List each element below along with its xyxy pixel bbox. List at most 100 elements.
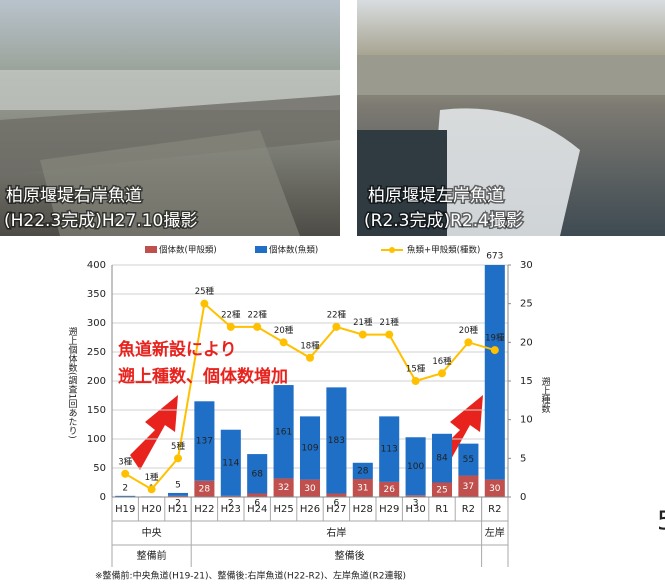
bar xyxy=(220,429,241,496)
line-marker xyxy=(253,322,262,331)
y2-tick-label: 15 xyxy=(520,376,533,387)
photo-caption: (R2.3完成)R2.4撮影 xyxy=(364,211,523,231)
bar xyxy=(194,401,215,481)
phase-label: 整備前 xyxy=(137,549,167,562)
y-tick-label: 150 xyxy=(87,405,106,416)
photo-caption: (H22.3完成)H27.10撮影 xyxy=(4,211,197,231)
y-tick-label: 0 xyxy=(100,492,106,503)
x-tick-label: H28 xyxy=(353,504,373,515)
legend-label: 個体数(魚類) xyxy=(269,245,318,256)
data-label: 137 xyxy=(196,437,213,447)
data-label: 109 xyxy=(301,443,318,453)
data-label: 16種 xyxy=(432,356,452,367)
x-tick-label: H24 xyxy=(247,504,267,515)
y-tick-label: 400 xyxy=(87,260,106,271)
y2-tick-label: 30 xyxy=(520,260,533,271)
data-label: 28 xyxy=(357,466,369,476)
line-marker xyxy=(174,454,182,463)
bar xyxy=(167,492,189,496)
x-tick-label: H26 xyxy=(300,504,320,515)
bar xyxy=(484,479,505,497)
x-tick-label: H21 xyxy=(168,504,188,515)
data-label: 161 xyxy=(275,427,292,437)
bar xyxy=(458,475,479,497)
line-marker xyxy=(279,338,288,347)
legend-swatch xyxy=(389,247,395,253)
line-marker xyxy=(385,330,394,339)
y-tick-label: 350 xyxy=(87,289,106,300)
line-marker xyxy=(438,369,446,378)
x-tick-label: H20 xyxy=(141,504,161,515)
line-marker xyxy=(464,338,473,347)
data-label: 2 xyxy=(175,499,181,509)
bar xyxy=(247,454,268,494)
data-label: 18種 xyxy=(300,340,320,351)
bar xyxy=(247,493,268,497)
data-label: 22種 xyxy=(221,309,241,320)
bar xyxy=(458,443,479,476)
data-label: 26 xyxy=(383,485,395,495)
bar xyxy=(299,416,321,480)
x-tick-label: H22 xyxy=(194,504,214,515)
photo-caption: 柏原堰堤左岸魚道 xyxy=(368,186,504,206)
line-marker xyxy=(147,485,156,494)
y2-axis-title: 遡上種数 xyxy=(540,376,551,414)
data-label: 22種 xyxy=(248,309,268,320)
y2-tick-label: 0 xyxy=(520,492,526,503)
bar xyxy=(431,433,453,483)
line-marker xyxy=(200,299,209,308)
x-tick-label: R2 xyxy=(488,504,501,515)
data-label: 1種 xyxy=(145,472,159,483)
x-tick-label: R2 xyxy=(462,504,475,515)
bar xyxy=(220,495,241,497)
bar xyxy=(326,493,347,497)
data-label: 21種 xyxy=(353,317,373,328)
bar xyxy=(326,387,347,494)
data-label: 30 xyxy=(304,484,316,494)
data-label: 22種 xyxy=(327,309,347,320)
x-tick-label: H29 xyxy=(379,504,399,515)
annotation: 遡上種数、個体数増加 xyxy=(118,366,288,387)
data-label: 183 xyxy=(328,436,345,446)
data-label: 2 xyxy=(122,483,128,493)
group-label: 左岸 xyxy=(485,526,505,539)
annotation: 魚道新設により xyxy=(118,339,237,360)
data-label: 100 xyxy=(407,462,424,472)
y-tick-label: 100 xyxy=(87,434,106,445)
x-tick-label: H25 xyxy=(273,504,293,515)
bar xyxy=(273,478,294,497)
data-label: 3 xyxy=(413,499,419,509)
data-label: 20種 xyxy=(459,325,479,336)
data-label: 84 xyxy=(436,454,448,464)
line-marker xyxy=(121,469,130,478)
data-label: 28 xyxy=(199,484,211,494)
y2-tick-label: 25 xyxy=(520,299,533,310)
data-label: 673 xyxy=(486,252,503,262)
bar xyxy=(379,416,400,482)
y2-tick-label: 5 xyxy=(520,453,526,464)
bar xyxy=(273,385,294,479)
line-marker xyxy=(411,377,420,385)
bar xyxy=(115,495,136,497)
x-tick-label: R1 xyxy=(435,504,448,515)
group-label: 中央 xyxy=(142,526,162,539)
data-label: 37 xyxy=(463,482,474,492)
data-label: 30 xyxy=(489,484,501,494)
data-label: 2 xyxy=(228,499,234,509)
data-label: 5種 xyxy=(171,441,185,452)
photo-right xyxy=(357,0,665,236)
x-tick-label: H23 xyxy=(221,504,241,515)
legend-swatch xyxy=(145,246,157,253)
line-marker xyxy=(358,330,367,339)
line-marker xyxy=(490,346,499,355)
legend-label: 個体数(甲殻類) xyxy=(159,245,217,256)
y-tick-label: 250 xyxy=(87,347,106,358)
x-tick-label: H19 xyxy=(115,504,135,515)
data-label: 25種 xyxy=(195,286,215,297)
data-label: 19種 xyxy=(485,333,505,344)
data-label: 6 xyxy=(254,499,260,509)
data-label: 31 xyxy=(357,484,368,494)
data-label: 32 xyxy=(278,483,289,493)
legend-swatch xyxy=(255,246,267,253)
